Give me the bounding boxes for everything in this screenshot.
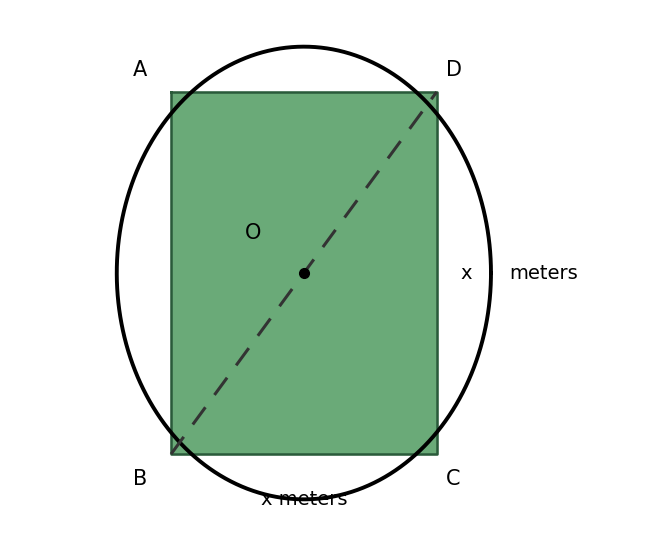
Text: B: B <box>133 469 147 489</box>
Text: x: x <box>461 264 473 282</box>
Text: A: A <box>133 60 147 80</box>
Text: D: D <box>446 60 462 80</box>
Text: O: O <box>245 223 261 243</box>
Text: meters: meters <box>509 264 578 282</box>
Text: x meters: x meters <box>261 490 347 509</box>
Polygon shape <box>171 92 437 454</box>
Text: C: C <box>446 469 460 489</box>
